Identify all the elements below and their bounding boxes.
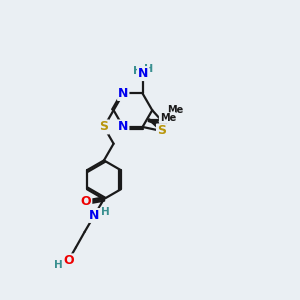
Text: N: N	[118, 87, 128, 100]
Text: O: O	[81, 195, 91, 208]
Text: N: N	[118, 120, 128, 134]
Text: H: H	[133, 66, 142, 76]
Text: N: N	[89, 209, 100, 222]
Text: Me: Me	[167, 105, 184, 115]
Text: H: H	[54, 260, 63, 270]
Text: S: S	[157, 124, 166, 137]
Text: H: H	[145, 64, 154, 74]
Text: O: O	[63, 254, 74, 267]
Text: H: H	[101, 208, 110, 218]
Text: N: N	[138, 67, 148, 80]
Text: S: S	[99, 120, 108, 134]
Text: Me: Me	[160, 113, 176, 123]
